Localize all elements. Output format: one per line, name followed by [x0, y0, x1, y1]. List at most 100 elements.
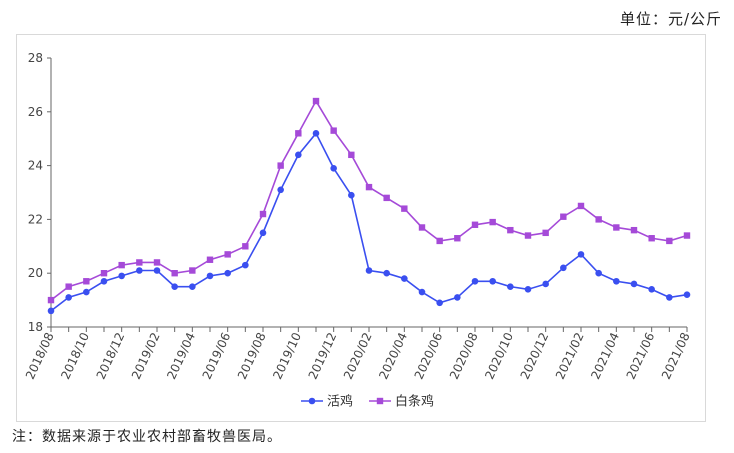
x-tick-label: 2020/04 [376, 330, 410, 381]
data-point-square [560, 213, 567, 220]
source-note: 注：数据来源于农业农村部畜牧兽医局。 [12, 429, 282, 445]
data-point-circle [330, 164, 337, 172]
line-chart: 18 20 22 24 26 28 2018/08 2018/10 2018/12 2019/02… [23, 51, 693, 410]
data-point-circle [312, 130, 320, 137]
unit-label: 单位：元/公斤 [619, 10, 722, 28]
data-point-square [401, 205, 408, 212]
legend-marker-circle [308, 397, 316, 405]
data-point-circle [153, 267, 161, 274]
data-point-circle [648, 286, 655, 293]
data-point-square [383, 194, 390, 202]
data-point-circle [206, 272, 214, 280]
data-point-square [206, 256, 214, 263]
x-tick-label: 2021/06 [624, 330, 658, 381]
data-point-square [418, 224, 426, 231]
x-tick-label: 2021/08 [659, 330, 693, 381]
data-point-circle [683, 291, 691, 299]
data-point-square [365, 183, 373, 191]
data-point-square [65, 283, 72, 290]
data-point-square [295, 130, 302, 137]
x-tick-label: 2019/04 [164, 330, 198, 381]
data-point-circle [542, 280, 549, 288]
data-point-circle [83, 288, 90, 296]
legend-label: 白条鸡 [395, 394, 434, 410]
data-point-square [577, 202, 585, 210]
data-point-square [489, 218, 496, 226]
data-point-circle [436, 299, 443, 307]
series-lines [50, 99, 688, 312]
data-point-square [348, 151, 355, 159]
data-point-circle [65, 294, 72, 301]
x-tick-label: 2020/08 [447, 330, 481, 381]
x-tick-label: 2018/12 [94, 330, 128, 381]
axes: 18 20 22 24 26 28 2018/08 2018/10 2018/12 2019/02… [23, 51, 693, 381]
data-point-circle [259, 229, 267, 237]
data-point-square [471, 221, 479, 228]
data-point-square [153, 259, 161, 266]
data-point-square [312, 97, 320, 105]
data-point-square [100, 270, 108, 277]
y-tick-label: 24 [28, 159, 43, 173]
data-point-square [118, 261, 125, 269]
data-point-square [613, 224, 620, 231]
data-point-circle [489, 277, 496, 285]
data-point-square [595, 216, 602, 223]
data-point-square [189, 267, 196, 274]
data-point-circle [401, 275, 408, 282]
data-point-square [524, 232, 532, 239]
x-tick-label: 2020/12 [518, 330, 552, 381]
x-tick-label: 2018/10 [58, 330, 92, 381]
data-point-circle [613, 277, 620, 285]
data-point-circle [507, 283, 514, 290]
legend: 活鸡 白条鸡 [301, 394, 434, 410]
data-point-circle [277, 186, 284, 194]
data-point-circle [118, 272, 125, 280]
data-point-square [47, 296, 55, 304]
data-point-square [224, 251, 231, 258]
data-point-circle [136, 267, 143, 274]
data-point-circle [348, 191, 355, 199]
data-point-square [330, 127, 337, 134]
data-point-square [454, 235, 461, 242]
data-point-circle [171, 283, 178, 290]
data-point-circle [224, 269, 231, 277]
x-tick-label: 2020/06 [412, 330, 446, 381]
data-point-circle [383, 269, 390, 277]
data-point-circle [100, 277, 108, 285]
y-tick-label: 22 [28, 212, 43, 226]
data-point-circle [471, 277, 479, 285]
data-point-circle [630, 280, 638, 288]
y-tick-label: 26 [28, 105, 43, 119]
x-tick-label: 2021/04 [588, 330, 622, 381]
data-point-square [648, 235, 655, 242]
x-tick-label: 2020/02 [341, 330, 375, 381]
data-point-circle [418, 288, 426, 296]
data-point-circle [454, 294, 461, 301]
data-point-circle [524, 286, 532, 293]
y-tick-label: 20 [28, 266, 43, 280]
data-point-circle [295, 151, 302, 159]
series-line-1 [50, 131, 688, 312]
x-tick-label: 2019/08 [235, 330, 269, 381]
data-point-square [242, 243, 249, 250]
data-point-circle [560, 264, 567, 272]
data-point-circle [595, 269, 602, 277]
data-point-square [259, 210, 267, 218]
data-point-circle [242, 261, 249, 269]
x-tick-label: 2020/10 [482, 330, 516, 381]
data-point-circle [365, 267, 373, 274]
data-point-square [136, 259, 143, 266]
y-tick-label: 28 [28, 51, 43, 65]
series-markers [47, 97, 691, 315]
data-point-square [277, 162, 284, 169]
legend-marker-square [376, 397, 384, 405]
data-point-square [542, 229, 549, 237]
data-point-circle [189, 283, 196, 290]
x-tick-label: 2019/10 [270, 330, 304, 381]
data-point-square [436, 237, 443, 245]
legend-label: 活鸡 [327, 394, 353, 410]
data-point-square [507, 226, 514, 234]
x-tick-label: 2018/08 [23, 330, 57, 381]
data-point-circle [666, 294, 673, 301]
data-point-square [171, 270, 178, 277]
